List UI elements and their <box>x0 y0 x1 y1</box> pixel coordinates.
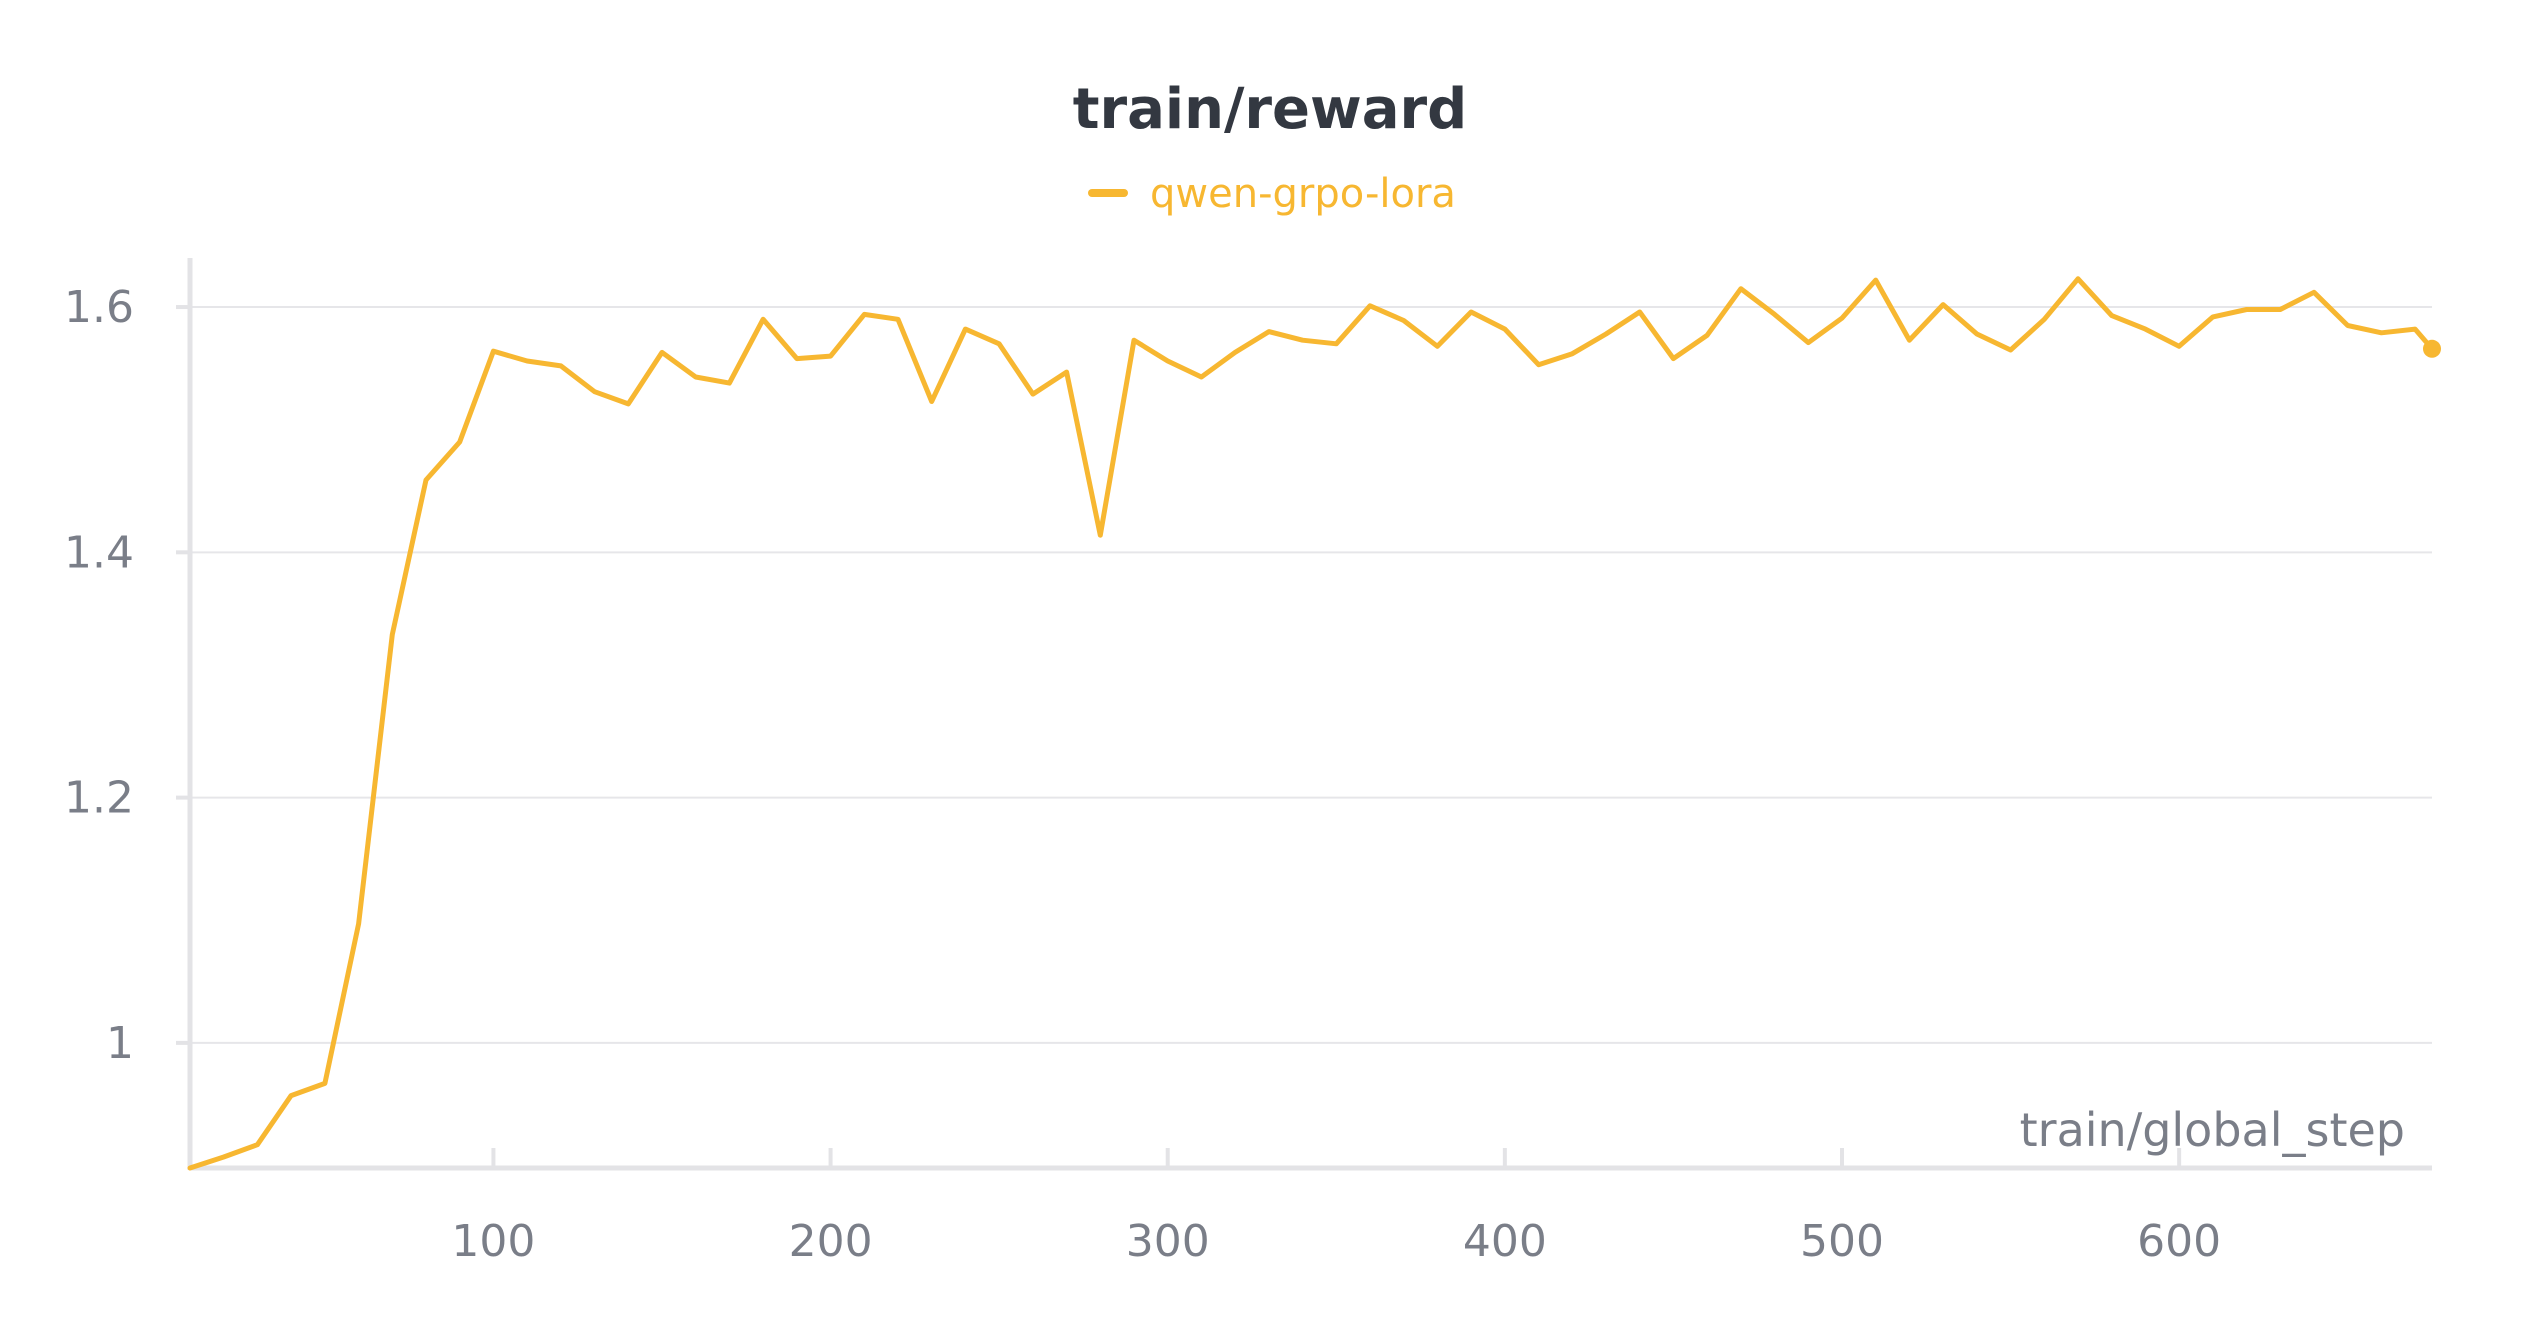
y-axis-ticks: 1 1.2 1.4 1.6 <box>64 282 190 1069</box>
series-group <box>187 276 2441 1171</box>
x-tick-label: 500 <box>1800 1216 1884 1267</box>
y-tick-label: 1 <box>106 1018 134 1069</box>
x-tick-label: 400 <box>1463 1216 1547 1267</box>
legend-label-qwen-grpo-lora: qwen-grpo-lora <box>1150 171 1456 217</box>
y-tick-label: 1.4 <box>64 527 134 578</box>
x-tick-label: 600 <box>2137 1216 2221 1267</box>
series-line-qwen-grpo-lora[interactable] <box>187 276 2435 1171</box>
legend[interactable]: qwen-grpo-lora <box>1088 171 1456 217</box>
y-tick-label: 1.6 <box>64 282 134 333</box>
x-axis-label: train/global_step <box>2020 1103 2405 1157</box>
x-axis-ticks: 100 200 300 400 500 600 <box>451 1148 2221 1267</box>
x-tick-label: 100 <box>451 1216 535 1267</box>
x-tick-label: 200 <box>789 1216 873 1267</box>
series-endpoint-qwen-grpo-lora[interactable] <box>2423 339 2441 358</box>
x-tick-label: 300 <box>1126 1216 1210 1267</box>
grid <box>190 306 2432 1044</box>
chart-title: train/reward <box>1073 77 1468 142</box>
y-tick-label: 1.2 <box>64 773 134 824</box>
